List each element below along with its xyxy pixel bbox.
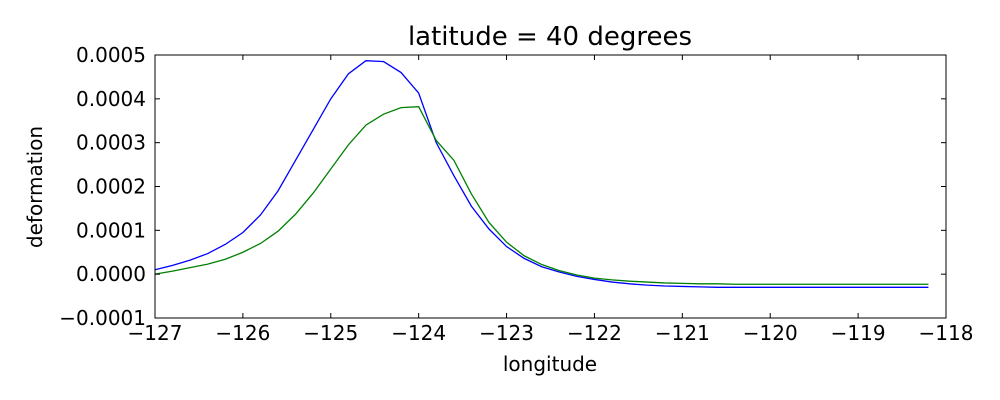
series-line-2 <box>154 106 929 285</box>
plot-frame <box>154 54 947 319</box>
x-tick-label: −118 <box>919 321 974 345</box>
y-tick-label: 0.0002 <box>76 175 146 199</box>
x-tick-label: −119 <box>831 321 886 345</box>
x-tick-label: −123 <box>479 321 534 345</box>
x-tick-label: −122 <box>567 321 622 345</box>
x-tick-label: −121 <box>655 321 710 345</box>
y-axis: −0.0001 0.0000 0.0001 0.0002 0.0003 0.0004 0.0… <box>59 43 946 330</box>
x-tick-label: −126 <box>215 321 270 345</box>
series-line-1 <box>154 60 929 288</box>
x-tick-label: −127 <box>128 321 183 345</box>
y-tick-label: 0.0005 <box>76 43 146 67</box>
y-tick-label: 0.0000 <box>76 262 146 286</box>
x-tick-label: −124 <box>391 321 446 345</box>
x-tick-label: −120 <box>743 321 798 345</box>
y-tick-label: 0.0004 <box>76 87 146 111</box>
series-layer <box>154 60 929 288</box>
y-tick-label: −0.0001 <box>59 306 146 330</box>
x-axis: −127 −126 −125 −124 −123 −122 −121 −120 −119 −118 <box>128 55 974 345</box>
x-axis-label: longitude <box>503 352 597 376</box>
y-tick-label: 0.0001 <box>76 218 146 242</box>
x-tick-label: −125 <box>303 321 358 345</box>
y-axis-label: deformation <box>23 126 47 248</box>
chart-title: latitude = 40 degrees <box>408 22 692 52</box>
y-tick-label: 0.0003 <box>76 131 146 155</box>
